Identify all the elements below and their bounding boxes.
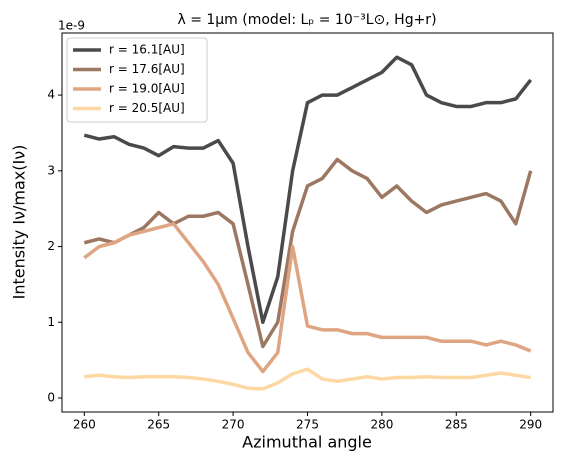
x-tick-label: 275 — [296, 418, 319, 432]
y-tick-label: 4 — [47, 88, 55, 102]
plot-frame — [61, 32, 554, 413]
y-tick-label: 0 — [47, 390, 55, 404]
series-line — [84, 367, 531, 391]
y-tick-label: 3 — [47, 163, 55, 177]
legend-label: r = 17.6[AU] — [109, 62, 185, 76]
x-axis-label: Azimuthal angle — [242, 433, 372, 452]
series-line — [83, 55, 533, 325]
y-axis-label: Intensity Iν/max(Iν) — [10, 145, 29, 300]
legend-label: r = 16.1[AU] — [109, 43, 185, 57]
x-tick-label: 280 — [370, 418, 393, 432]
x-tick-label: 265 — [147, 418, 170, 432]
y-offset-label: 1e-9 — [58, 19, 85, 33]
legend-label: r = 19.0[AU] — [109, 82, 185, 96]
y-tick-label: 1 — [47, 315, 55, 329]
legend-label: r = 20.5[AU] — [109, 101, 185, 115]
series-line — [83, 222, 532, 374]
y-tick-label: 2 — [47, 239, 55, 253]
x-tick-label: 260 — [73, 418, 96, 432]
x-tick-label: 285 — [445, 418, 468, 432]
x-tick-label: 270 — [222, 418, 245, 432]
x-tick-label: 290 — [519, 418, 542, 432]
chart-title: λ = 1μm (model: Lₚ = 10⁻³L⊙, Hg+r) — [177, 12, 436, 28]
series-line — [83, 157, 533, 349]
legend-box — [66, 37, 208, 123]
